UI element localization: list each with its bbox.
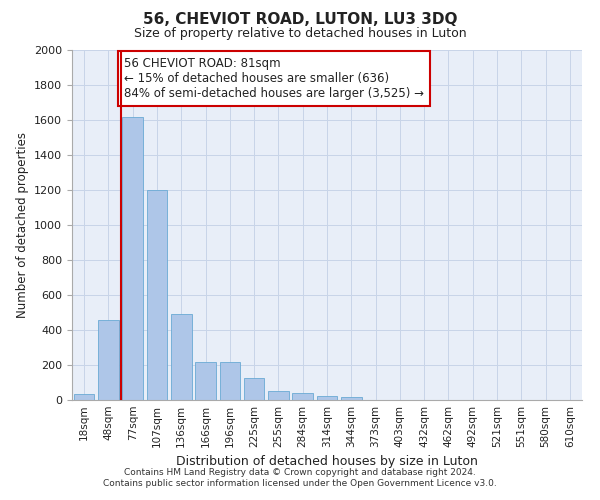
Y-axis label: Number of detached properties: Number of detached properties <box>16 132 29 318</box>
Bar <box>244 378 265 400</box>
Text: Size of property relative to detached houses in Luton: Size of property relative to detached ho… <box>134 28 466 40</box>
Bar <box>122 116 143 400</box>
Text: Contains HM Land Registry data © Crown copyright and database right 2024.
Contai: Contains HM Land Registry data © Crown c… <box>103 468 497 487</box>
Bar <box>195 362 216 400</box>
Bar <box>171 314 191 400</box>
Bar <box>292 392 313 400</box>
X-axis label: Distribution of detached houses by size in Luton: Distribution of detached houses by size … <box>176 456 478 468</box>
Bar <box>220 362 240 400</box>
Bar <box>317 396 337 400</box>
Bar <box>268 391 289 400</box>
Bar <box>341 397 362 400</box>
Bar <box>98 320 119 400</box>
Bar <box>74 394 94 400</box>
Bar <box>146 190 167 400</box>
Text: 56, CHEVIOT ROAD, LUTON, LU3 3DQ: 56, CHEVIOT ROAD, LUTON, LU3 3DQ <box>143 12 457 28</box>
Text: 56 CHEVIOT ROAD: 81sqm
← 15% of detached houses are smaller (636)
84% of semi-de: 56 CHEVIOT ROAD: 81sqm ← 15% of detached… <box>124 57 424 100</box>
